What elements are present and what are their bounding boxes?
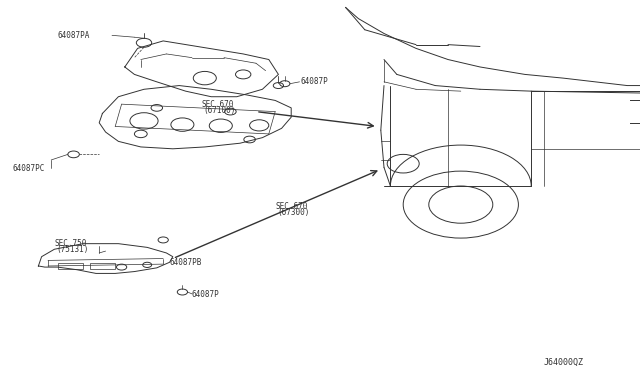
Text: (75131): (75131) xyxy=(56,245,89,254)
Text: SEC.750: SEC.750 xyxy=(54,239,87,248)
Text: SEC.670: SEC.670 xyxy=(202,100,234,109)
Text: SEC.670: SEC.670 xyxy=(275,202,308,211)
Text: 64087PB: 64087PB xyxy=(170,258,202,267)
Text: (67100): (67100) xyxy=(204,106,236,115)
Text: J64000QZ: J64000QZ xyxy=(544,358,584,367)
Text: 64087P: 64087P xyxy=(301,77,328,86)
Text: 64087PC: 64087PC xyxy=(13,164,45,173)
Text: 64087PA: 64087PA xyxy=(58,31,90,40)
Bar xyxy=(90,263,115,269)
Bar xyxy=(58,263,83,269)
Text: 64087P: 64087P xyxy=(192,290,220,299)
Text: (67300): (67300) xyxy=(277,208,310,217)
